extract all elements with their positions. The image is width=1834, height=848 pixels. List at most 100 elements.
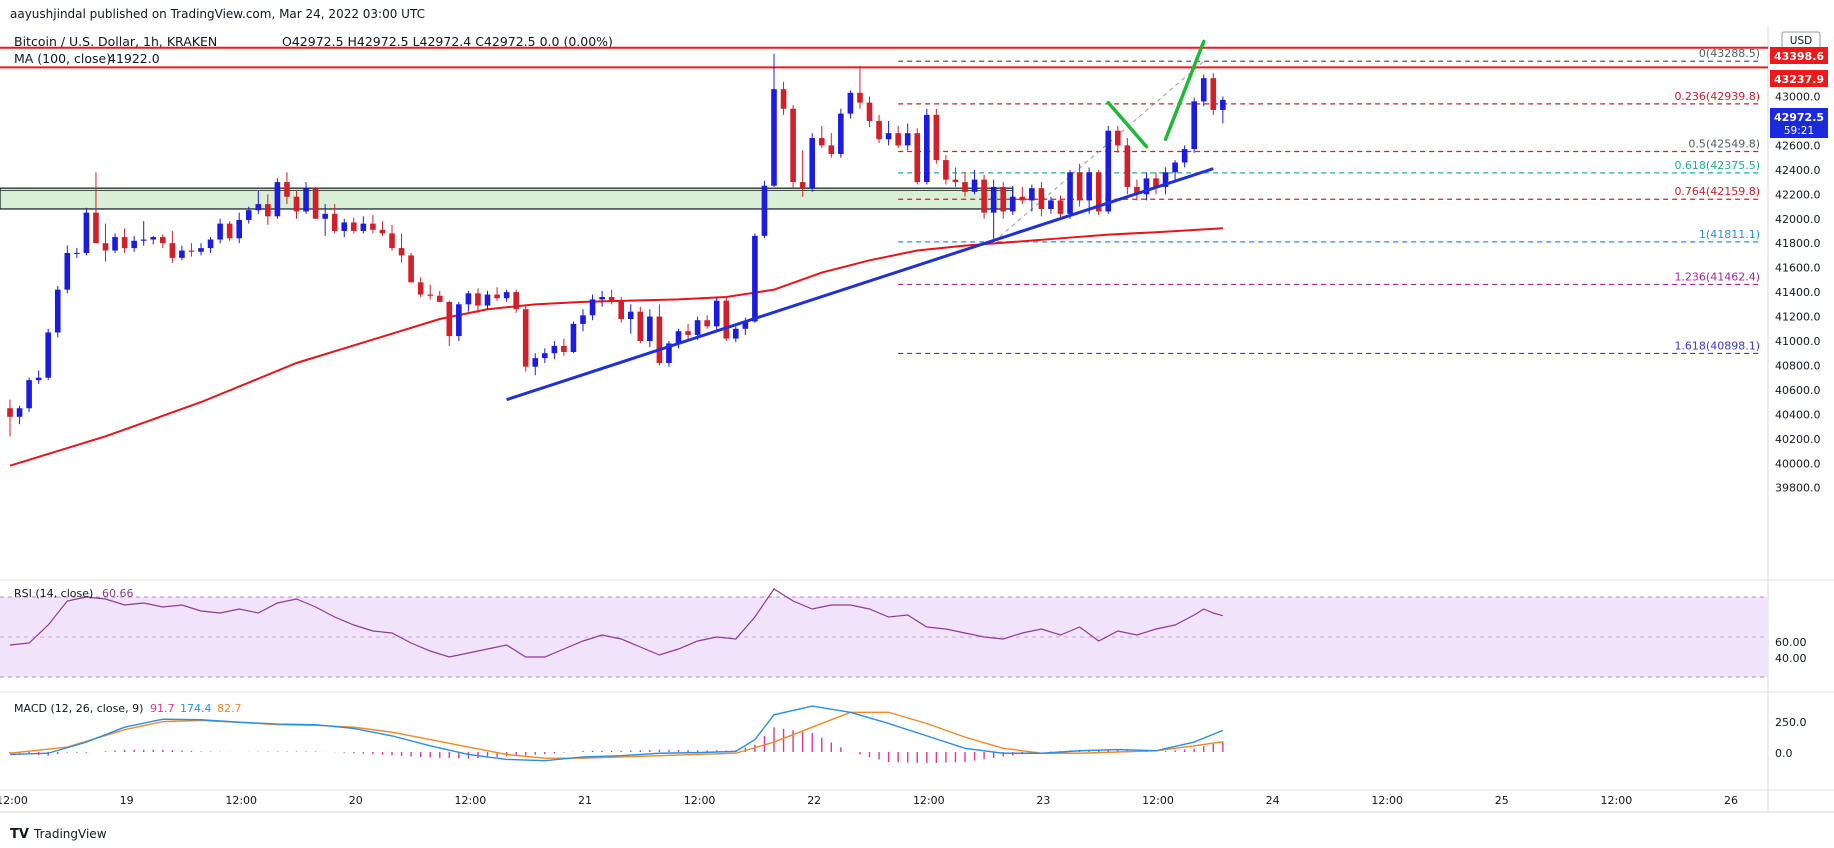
candle-up (542, 348, 548, 364)
candle-up (245, 206, 252, 224)
candle-body (312, 188, 319, 219)
macd-tick-0: 0.0 (1775, 747, 1793, 760)
resistance-price-tag-1 (1770, 47, 1828, 64)
candle-up (217, 218, 223, 244)
candle-body (990, 186, 997, 213)
candle-down (656, 304, 663, 366)
candle-body (1048, 200, 1054, 209)
candle-body (351, 222, 357, 231)
price-tick-label: 41400.0 (1775, 286, 1821, 299)
candle-down (637, 306, 644, 344)
fib-level-label: 0.5(42549.8) (1688, 138, 1760, 151)
candle-up (599, 290, 605, 307)
fib-anchor-line (993, 60, 1205, 243)
candle-body (627, 311, 634, 319)
candle-body (551, 345, 558, 354)
macd-line-value: 174.4 (180, 702, 212, 715)
candle-body (45, 332, 51, 378)
candle-body (322, 213, 328, 219)
candle-up (627, 304, 634, 334)
candle-down (790, 105, 796, 189)
fib-level-label: 0.618(42375.5) (1674, 159, 1760, 172)
candle-body (245, 210, 252, 220)
candle-up (675, 328, 682, 349)
candle-up (360, 216, 367, 234)
candle-body (179, 250, 185, 258)
candle-down (723, 296, 730, 341)
candle-body (456, 304, 462, 337)
candle-body (417, 282, 424, 295)
candle-down (1057, 195, 1064, 219)
candle-up (54, 285, 61, 338)
fib-level-label: 1.618(40898.1) (1674, 339, 1760, 352)
candle-body (1086, 172, 1092, 201)
forecast-arrow-1 (1106, 100, 1149, 149)
candle-body (1124, 145, 1131, 187)
fib-level-label: 0(43288.5) (1699, 47, 1760, 60)
candle-body (847, 92, 854, 114)
candle-down (866, 96, 873, 128)
candle-up (647, 309, 653, 348)
time-tick-label: 12:00 (1371, 794, 1403, 807)
candle-up (904, 123, 911, 151)
candle-down (799, 150, 806, 197)
candle-body (1191, 101, 1197, 150)
rsi-label: RSI (14, close) (14, 587, 93, 600)
candle-down (1038, 182, 1045, 217)
candle-down (608, 289, 615, 305)
candle-body (436, 295, 443, 302)
candle-body (102, 243, 109, 251)
price-tick-label: 40600.0 (1775, 384, 1821, 397)
macd-hist-value: 91.7 (150, 702, 175, 715)
candle-up (1200, 74, 1207, 107)
candle-body (1153, 178, 1159, 187)
candle-body (713, 300, 720, 327)
publish-line: aayushjindal published on TradingView.co… (10, 7, 425, 21)
time-tick-label: 23 (1036, 794, 1050, 807)
candle-body (599, 296, 605, 300)
candle-down (427, 284, 433, 300)
candle-up (503, 289, 510, 302)
candle-body (465, 293, 472, 305)
candle-up (990, 179, 997, 241)
candle-body (1038, 188, 1045, 209)
candle-up (236, 212, 242, 244)
candle-body (857, 92, 863, 103)
fib-level-label: 1.236(41462.4) (1674, 270, 1760, 283)
candle-down (780, 81, 787, 115)
candle-body (1210, 78, 1217, 110)
candle-up (809, 133, 815, 192)
candle-body (866, 102, 873, 121)
candle-body (389, 233, 395, 249)
price-tick-label: 39800.0 (1775, 482, 1821, 495)
candle-body (971, 179, 978, 192)
resistance-price-tag-2 (1770, 70, 1828, 87)
candle-body (207, 239, 214, 249)
time-tick-label: 12:00 (1142, 794, 1174, 807)
time-tick-label: 19 (120, 794, 134, 807)
candle-down (1076, 163, 1083, 207)
candle-body (733, 328, 739, 339)
candle-body (924, 114, 930, 183)
time-tick-label: 12:00 (684, 794, 716, 807)
candle-down (398, 233, 405, 263)
candle-body (217, 223, 223, 240)
candle-down (160, 234, 166, 249)
candle-down (7, 399, 13, 437)
candle-body (236, 219, 242, 239)
candle-up (580, 309, 586, 332)
candle-up (971, 169, 978, 195)
candle-body (618, 301, 624, 319)
candle-down (522, 304, 529, 372)
candle-up (341, 218, 348, 238)
price-tick-label: 40800.0 (1775, 359, 1821, 372)
candle-up (1143, 172, 1150, 201)
candle-down (685, 323, 691, 341)
candle-body (131, 240, 137, 249)
candle-body (1115, 130, 1121, 146)
candle-up (885, 120, 892, 146)
candle-up (150, 235, 157, 245)
candle-body (1143, 178, 1150, 195)
bar-countdown: 59:21 (1784, 125, 1814, 137)
candle-body (570, 323, 577, 353)
